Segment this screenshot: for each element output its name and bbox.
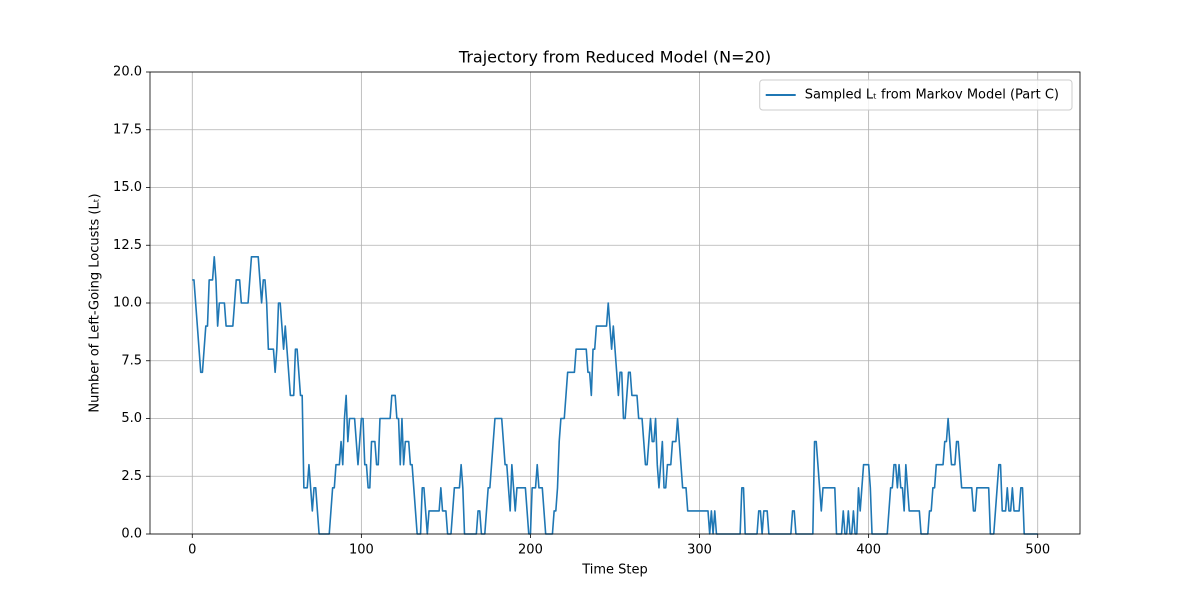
y-tick-label: 5.0 <box>121 411 142 426</box>
y-tick-label: 10.0 <box>113 296 142 311</box>
x-tick-label: 100 <box>349 543 374 558</box>
y-tick-label: 12.5 <box>113 238 142 253</box>
y-tick-label: 15.0 <box>113 180 142 195</box>
y-axis-label: Number of Left-Going Locusts (Lₜ) <box>88 193 103 412</box>
data-line <box>192 256 1038 535</box>
x-tick-label: 500 <box>1025 543 1050 558</box>
y-tick-label: 0.0 <box>121 527 142 542</box>
y-tick-label: 20.0 <box>113 65 142 80</box>
x-axis-label: Time Step <box>581 563 648 578</box>
chart-title: Trajectory from Reduced Model (N=20) <box>458 48 771 67</box>
y-tick-label: 2.5 <box>121 469 142 484</box>
plot-frame <box>149 71 1081 535</box>
legend-label: Sampled Lₜ from Markov Model (Part C) <box>805 88 1059 103</box>
x-tick-label: 0 <box>188 543 196 558</box>
y-tick-label: 7.5 <box>121 353 142 368</box>
legend: Sampled Lₜ from Markov Model (Part C) <box>759 79 1073 111</box>
x-tick-label: 400 <box>856 543 881 558</box>
x-tick-label: 200 <box>518 543 543 558</box>
legend-box <box>759 79 1073 111</box>
x-tick-label: 300 <box>687 543 712 558</box>
y-tick-label: 17.5 <box>113 122 142 137</box>
